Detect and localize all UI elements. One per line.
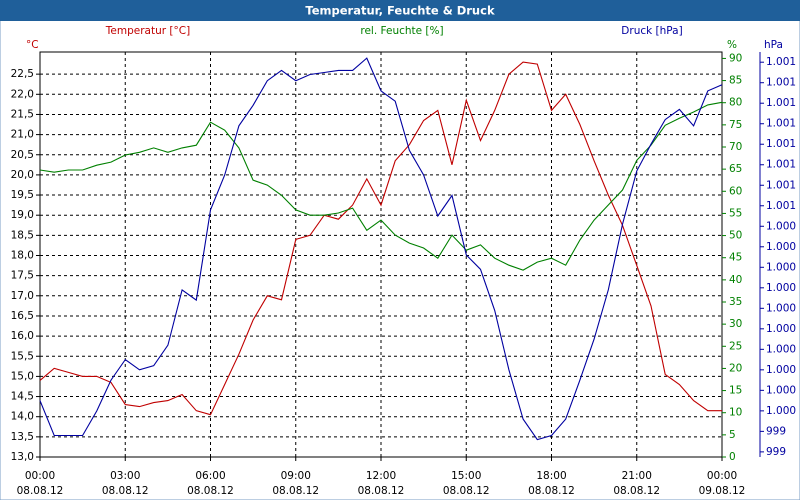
- x-tick-date: 08.08.12: [187, 485, 234, 497]
- y-tick-label: 19,5: [11, 189, 34, 201]
- x-tick-label: 21:00: [622, 470, 652, 482]
- y3-tick-label: 1.000: [766, 323, 796, 335]
- y2-tick-label: 30: [729, 318, 742, 330]
- y3-tick-label: 1.000: [766, 282, 796, 294]
- y3-tick-label: 1.001: [766, 159, 796, 171]
- y-tick-label: 17,5: [11, 270, 34, 282]
- y-tick-label: 14,0: [11, 411, 34, 423]
- y-tick-label: 13,5: [11, 431, 34, 443]
- y2-tick-label: 5: [729, 429, 736, 441]
- x-tick-date: 08.08.12: [102, 485, 149, 497]
- x-tick-date: 08.08.12: [613, 485, 660, 497]
- x-tick-date: 08.08.12: [17, 485, 64, 497]
- y2-tick-label: 65: [729, 163, 742, 175]
- y-tick-label: 20,5: [11, 149, 34, 161]
- y2-tick-label: 10: [729, 407, 742, 419]
- y3-tick-label: 1.001: [766, 138, 796, 150]
- y2-tick-label: 90: [729, 52, 742, 64]
- y-tick-label: 21,5: [11, 108, 34, 120]
- x-tick-label: 06:00: [195, 470, 225, 482]
- y-tick-label: 16,5: [11, 310, 34, 322]
- x-tick-label: 18:00: [536, 470, 566, 482]
- x-tick-label: 00:00: [25, 470, 55, 482]
- y2-tick-label: 25: [729, 340, 742, 352]
- y2-tick-label: 55: [729, 207, 742, 219]
- y3-tick-label: 999: [766, 425, 786, 437]
- y-tick-label: 20,0: [11, 169, 34, 181]
- x-tick-date: 08.08.12: [528, 485, 575, 497]
- series-line: [39, 57, 723, 441]
- y-tick-label: 15,5: [11, 350, 34, 362]
- y2-tick-label: 80: [729, 97, 742, 109]
- x-tick-label: 12:00: [366, 470, 396, 482]
- y3-tick-label: 1.000: [766, 343, 796, 355]
- x-tick-label: 03:00: [110, 470, 140, 482]
- y2-tick-label: 75: [729, 119, 742, 131]
- x-tick-date: 08.08.12: [272, 485, 319, 497]
- y3-tick-label: 1.001: [766, 118, 796, 130]
- y3-tick-label: 1.000: [766, 364, 796, 376]
- x-tick-label: 09:00: [281, 470, 311, 482]
- y3-tick-label: 1.001: [766, 97, 796, 109]
- y3-tick-label: 1.001: [766, 56, 796, 68]
- y3-axis-label: Druck [hPa]: [621, 25, 682, 37]
- y-tick-label: 13,0: [11, 451, 34, 463]
- y2-tick-label: 85: [729, 75, 742, 87]
- x-tick-date: 08.08.12: [443, 485, 490, 497]
- series-line: [39, 101, 723, 271]
- y2-tick-label: 20: [729, 362, 742, 374]
- y3-tick-label: 1.000: [766, 384, 796, 396]
- y-axis-label: Temperatur [°C]: [105, 25, 190, 37]
- y2-tick-label: 15: [729, 385, 742, 397]
- y2-tick-label: 0: [729, 451, 736, 463]
- y-unit: °C: [26, 39, 39, 51]
- y3-tick-label: 1.000: [766, 220, 796, 232]
- y3-tick-label: 1.000: [766, 241, 796, 253]
- y3-tick-label: 1.001: [766, 200, 796, 212]
- y-tick-label: 14,5: [11, 391, 34, 403]
- title-bar: [0, 0, 800, 21]
- y-tick-label: 21,0: [11, 129, 34, 141]
- y3-tick-label: 1.000: [766, 261, 796, 273]
- x-tick-date: 09.08.12: [699, 485, 746, 497]
- chart-title: Temperatur, Feuchte & Druck: [305, 4, 495, 18]
- y2-tick-label: 60: [729, 185, 742, 197]
- y2-tick-label: 35: [729, 296, 742, 308]
- y2-tick-label: 70: [729, 141, 742, 153]
- y2-axis-label: rel. Feuchte [%]: [360, 25, 443, 37]
- y-tick-label: 18,5: [11, 229, 34, 241]
- y3-unit: hPa: [764, 39, 783, 51]
- y3-tick-label: 1.000: [766, 302, 796, 314]
- y-tick-label: 16,0: [11, 330, 34, 342]
- y-tick-label: 22,5: [11, 68, 34, 80]
- x-tick-label: 15:00: [451, 470, 481, 482]
- y3-tick-label: 1.000: [766, 405, 796, 417]
- y-tick-label: 17,0: [11, 290, 34, 302]
- y3-tick-label: 1.001: [766, 77, 796, 89]
- y-tick-label: 19,0: [11, 209, 34, 221]
- y-tick-label: 18,0: [11, 250, 34, 262]
- y2-tick-label: 50: [729, 230, 742, 242]
- y-tick-label: 22,0: [11, 88, 34, 100]
- y-tick-label: 15,0: [11, 370, 34, 382]
- y3-tick-label: 999: [766, 446, 786, 458]
- y2-tick-label: 45: [729, 252, 742, 264]
- x-tick-date: 08.08.12: [358, 485, 405, 497]
- y2-unit: %: [727, 39, 737, 51]
- y3-tick-label: 1.001: [766, 179, 796, 191]
- y2-tick-label: 40: [729, 274, 742, 286]
- series-line: [39, 61, 722, 416]
- x-tick-label: 00:00: [707, 470, 737, 482]
